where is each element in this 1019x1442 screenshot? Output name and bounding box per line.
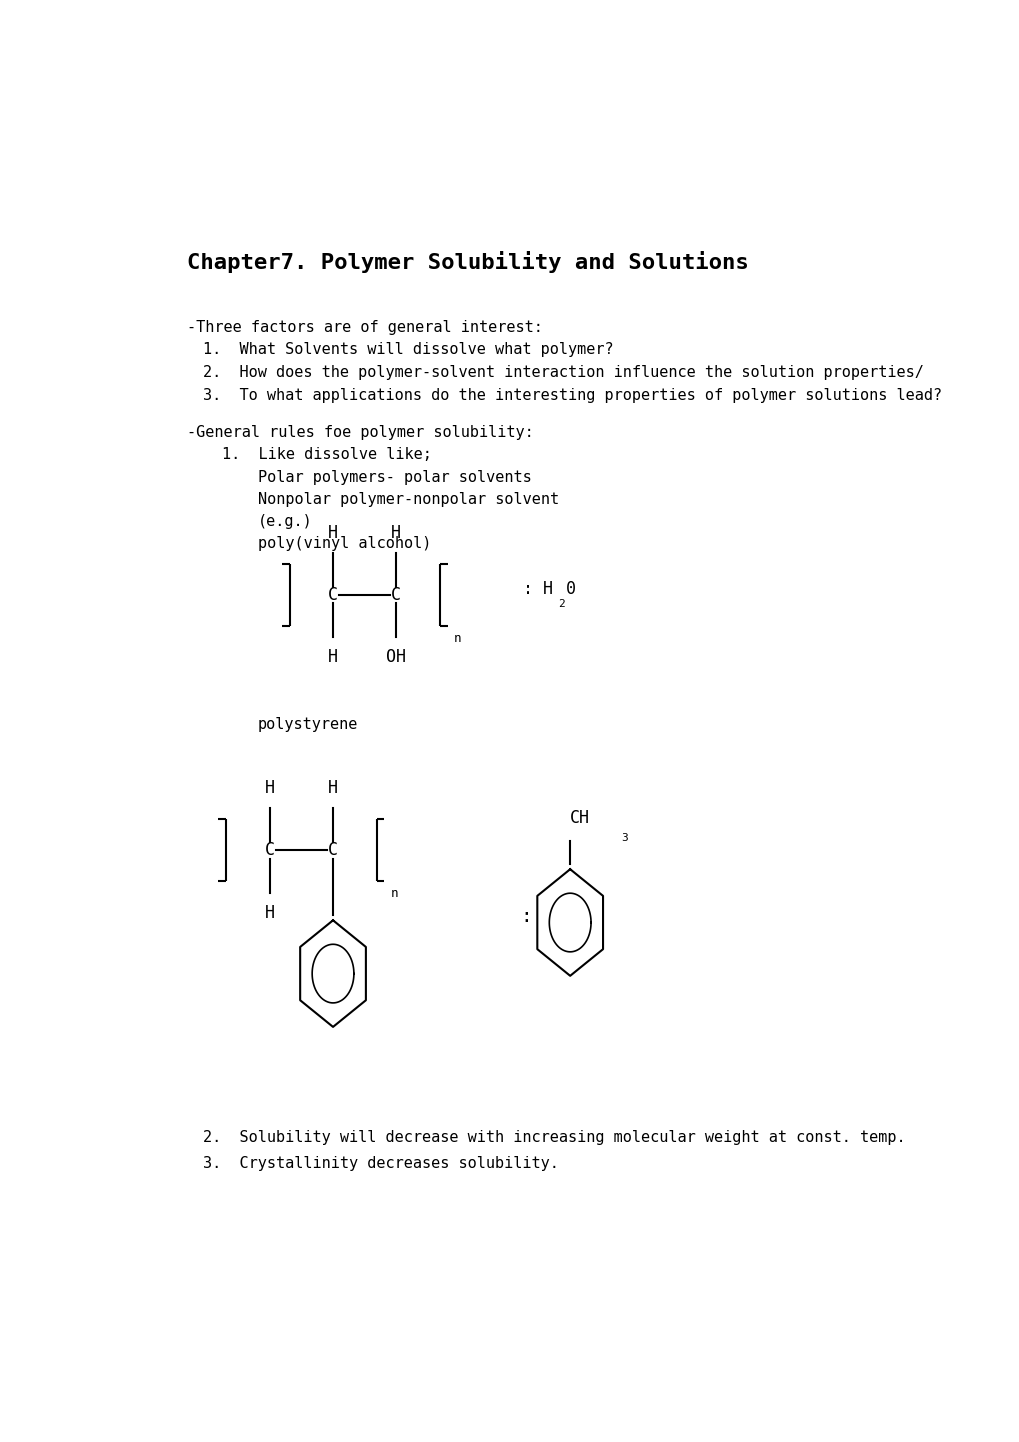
Text: 3: 3 — [621, 832, 628, 842]
Text: H: H — [265, 904, 274, 921]
Text: 3.  Crystallinity decreases solubility.: 3. Crystallinity decreases solubility. — [203, 1155, 558, 1171]
Text: :: : — [521, 907, 532, 926]
Text: Nonpolar polymer-nonpolar solvent: Nonpolar polymer-nonpolar solvent — [258, 492, 558, 506]
Text: H: H — [265, 779, 274, 797]
Text: -Three factors are of general interest:: -Three factors are of general interest: — [186, 320, 542, 335]
Text: 1.  What Solvents will dissolve what polymer?: 1. What Solvents will dissolve what poly… — [203, 342, 612, 356]
Text: H: H — [328, 523, 337, 542]
Text: CH: CH — [569, 809, 589, 828]
Text: H: H — [391, 523, 400, 542]
Text: Chapter7. Polymer Solubility and Solutions: Chapter7. Polymer Solubility and Solutio… — [186, 251, 748, 273]
Text: 2.  Solubility will decrease with increasing molecular weight at const. temp.: 2. Solubility will decrease with increas… — [203, 1131, 904, 1145]
Text: n: n — [453, 632, 461, 645]
Text: 3.  To what applications do the interesting properties of polymer solutions lead: 3. To what applications do the interesti… — [203, 388, 941, 404]
Text: OH: OH — [386, 649, 406, 666]
Text: -General rules foe polymer solubility:: -General rules foe polymer solubility: — [186, 425, 533, 440]
Text: : H: : H — [522, 581, 552, 598]
Text: 0: 0 — [566, 581, 576, 598]
Text: (e.g.): (e.g.) — [258, 513, 313, 529]
Text: Polar polymers- polar solvents: Polar polymers- polar solvents — [258, 470, 531, 485]
Text: C: C — [328, 841, 337, 859]
Text: H: H — [328, 779, 337, 797]
Text: 1.  Like dissolve like;: 1. Like dissolve like; — [222, 447, 432, 463]
Text: 2: 2 — [557, 598, 565, 609]
Text: C: C — [391, 585, 400, 604]
Text: polystyrene: polystyrene — [258, 717, 358, 733]
Text: poly(vinyl alcohol): poly(vinyl alcohol) — [258, 536, 431, 551]
Text: H: H — [328, 649, 337, 666]
Text: C: C — [265, 841, 274, 859]
Text: 2.  How does the polymer-solvent interaction influence the solution properties/: 2. How does the polymer-solvent interact… — [203, 365, 922, 381]
Text: C: C — [328, 585, 337, 604]
Text: n: n — [390, 887, 397, 900]
